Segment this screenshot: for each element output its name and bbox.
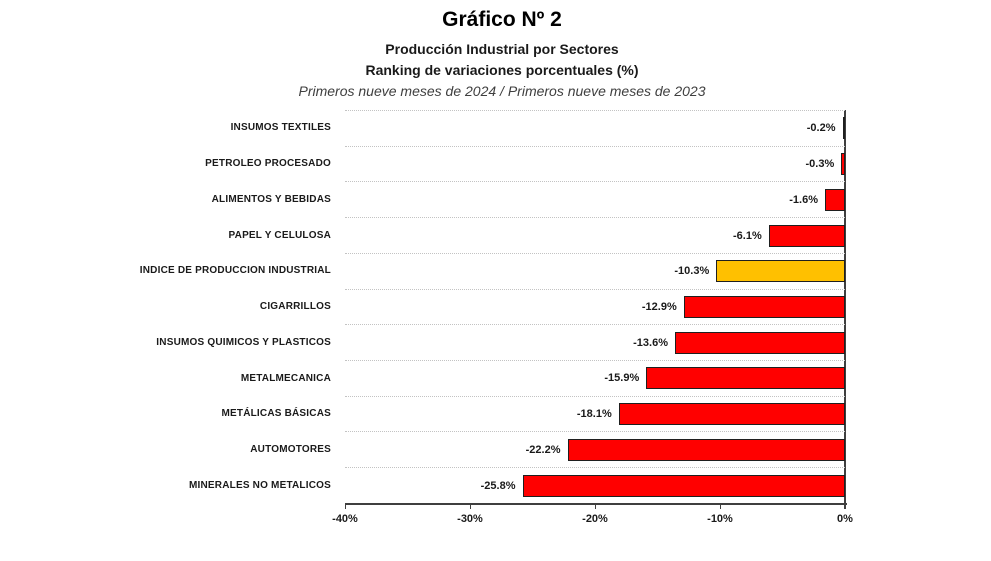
bar-row: -0.3%: [345, 145, 845, 182]
bar: [646, 367, 845, 390]
value-label: -15.9%: [604, 372, 640, 385]
x-axis-tick: [470, 503, 471, 509]
x-axis-tick: [595, 503, 596, 509]
bar-row: -25.8%: [345, 467, 845, 503]
category-label: MINERALES NO METALICOS: [189, 479, 331, 491]
bar-row: -18.1%: [345, 395, 845, 432]
value-label: -18.1%: [576, 408, 612, 421]
value-label: -1.6%: [789, 193, 818, 206]
bar-row: -10.3%: [345, 252, 845, 289]
category-axis-labels: INSUMOS TEXTILES PETROLEO PROCESADO ALIMEN…: [80, 110, 331, 503]
category-label: METALMECANICA: [240, 372, 331, 384]
bar: [675, 331, 845, 354]
bar: [842, 117, 845, 140]
category-label: INSUMOS TEXTILES: [230, 122, 331, 134]
bar: [841, 153, 845, 176]
value-label: -0.2%: [806, 122, 836, 135]
category-label: INSUMOS QUIMICOS Y PLASTICOS: [156, 336, 331, 348]
category-label: CIGARRILLOS: [259, 301, 331, 313]
chart-subtitle-ranking: Ranking de variaciones porcentuales (%): [365, 62, 639, 78]
bar-row: -22.2%: [345, 431, 845, 467]
bar: [522, 474, 845, 497]
value-label: -0.3%: [805, 158, 835, 171]
category-label: INDICE DE PRODUCCION INDUSTRIAL: [139, 265, 331, 277]
x-axis-tick-label: 0%: [837, 513, 853, 525]
zero-baseline-axis: [844, 110, 846, 509]
chart-title: Gráfico Nº 2: [442, 8, 562, 31]
chart-period-note: Primeros nueve meses de 2024 / Primeros …: [298, 83, 706, 99]
category-label: METÁLICAS BÁSICAS: [221, 408, 331, 420]
x-axis-tick: [845, 503, 846, 509]
bar: [618, 403, 845, 426]
bar-row: -15.9%: [345, 360, 845, 396]
value-label: -13.6%: [633, 336, 668, 349]
x-axis-tick: [720, 503, 721, 509]
plot-area: -0.2% -0.3% -1.6% -6.1% -10.3% -12.9% -13.6% -1…: [332, 110, 853, 525]
value-label: -6.1%: [733, 229, 762, 242]
bar: [567, 438, 845, 461]
bar-highlight: [716, 260, 845, 283]
category-label: PETROLEO PROCESADO: [205, 158, 331, 170]
x-axis-tick-label: -10%: [707, 513, 733, 525]
value-label: -25.8%: [480, 479, 516, 492]
x-axis-line: [345, 503, 847, 505]
category-label: PAPEL Y CELULOSA: [228, 229, 331, 241]
bar: [768, 224, 845, 247]
value-label: -22.2%: [525, 443, 561, 456]
bar: [825, 188, 845, 211]
bar-row: -13.6%: [345, 324, 845, 360]
chart-subtitle-sectors: Producción Industrial por Sectores: [385, 41, 619, 57]
x-axis-tick-label: -40%: [332, 513, 358, 525]
bar-row: -6.1%: [345, 217, 845, 253]
bar-row: -1.6%: [345, 181, 845, 217]
bar-row: -12.9%: [345, 288, 845, 325]
value-label: -10.3%: [674, 265, 710, 278]
x-axis-tick: [345, 503, 346, 509]
value-label: -12.9%: [641, 300, 677, 313]
category-label: AUTOMOTORES: [250, 443, 331, 455]
category-label: ALIMENTOS Y BEBIDAS: [211, 193, 331, 205]
bar-row: -0.2%: [345, 110, 845, 146]
x-axis-tick-label: -30%: [457, 513, 483, 525]
bar: [683, 295, 845, 318]
x-axis-tick-label: -20%: [582, 513, 608, 525]
